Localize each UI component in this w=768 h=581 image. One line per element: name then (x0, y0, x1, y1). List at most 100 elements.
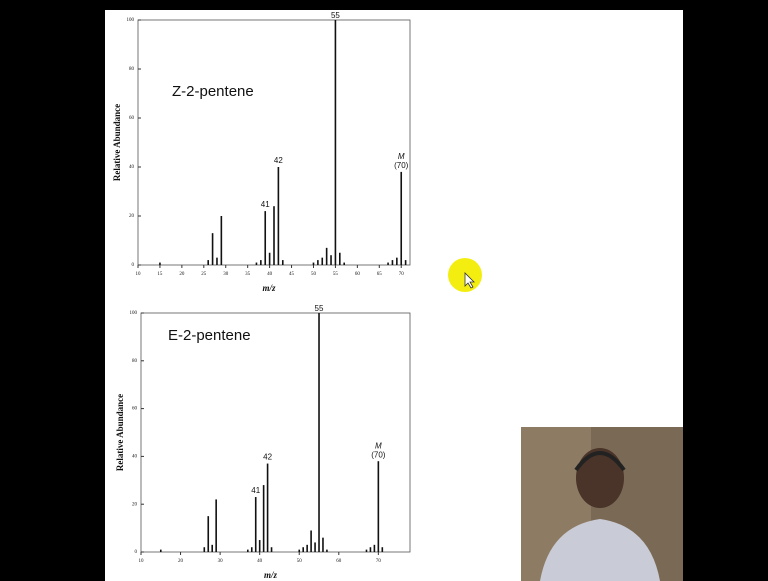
peak (270, 547, 273, 552)
peak (281, 260, 284, 265)
spectrum: 0 20 40 60 80 100 10 15 20 25 30 35 40 45 50 55 60 65 70 Z-… (112, 11, 411, 293)
x-tick-label: 30 (223, 272, 229, 277)
peak (302, 547, 304, 552)
y-axis-label: Relative Abundance (115, 394, 125, 471)
peak (277, 167, 280, 265)
peak (298, 549, 301, 552)
peak (317, 260, 319, 265)
peak (326, 549, 328, 552)
peak (339, 252, 341, 265)
peak (391, 260, 394, 265)
x-tick-label: 50 (297, 559, 303, 564)
y-tick-label: 60 (132, 407, 138, 412)
peak (334, 20, 337, 265)
peak (268, 252, 271, 265)
peak (312, 262, 315, 265)
x-tick-label: 40 (267, 272, 273, 277)
x-tick-label: 50 (311, 272, 317, 277)
cursor (464, 272, 475, 289)
peak (314, 542, 316, 552)
x-tick-label: 25 (201, 272, 207, 277)
x-tick-label: 55 (333, 272, 339, 277)
peak-annotation: M (398, 152, 405, 161)
peak (381, 547, 384, 552)
peak (211, 233, 214, 265)
x-tick-label: 70 (376, 559, 382, 564)
x-tick-label: 15 (157, 272, 163, 277)
peak (264, 211, 267, 265)
peak (318, 313, 320, 552)
peak-annotation: 55 (315, 304, 324, 313)
y-tick-label: 100 (127, 18, 135, 23)
headphones (574, 451, 626, 472)
x-tick-label: 10 (139, 559, 145, 564)
x-tick-label: 35 (245, 272, 251, 277)
peak (262, 485, 265, 552)
peak (396, 257, 398, 265)
peak-annotation: (70) (371, 450, 386, 459)
peak-annotation: M (375, 441, 382, 450)
y-axis-label: Relative Abundance (112, 104, 122, 181)
peak (254, 497, 257, 552)
y-tick-label: 0 (132, 263, 135, 268)
x-tick-label: 65 (377, 272, 383, 277)
spectrum: 0 20 40 60 80 100 10 20 30 40 50 60 70 E-2-pentene m/z… (115, 304, 411, 580)
peak (255, 262, 258, 265)
peak (159, 549, 162, 552)
peak (322, 537, 324, 552)
peak-annotation: 41 (261, 200, 270, 209)
webcam (521, 427, 683, 581)
peak (216, 257, 218, 265)
peak-annotation: 55 (331, 11, 340, 20)
peak (373, 544, 376, 552)
peak (211, 544, 214, 552)
x-axis-label: m/z (262, 283, 276, 293)
peak (260, 260, 262, 265)
peak (343, 262, 345, 265)
person-shirt (540, 519, 660, 581)
peak (215, 499, 217, 552)
peak (258, 540, 261, 552)
peak (203, 547, 206, 552)
peak (247, 549, 249, 552)
peak (325, 247, 328, 265)
x-tick-label: 20 (179, 272, 185, 277)
x-axis-label: m/z (264, 570, 278, 580)
x-tick-label: 30 (218, 559, 224, 564)
peak (266, 463, 269, 552)
chart-title: Z-2-pentene (172, 83, 254, 100)
peak-annotation: 42 (274, 156, 283, 165)
peak (330, 255, 332, 265)
y-tick-label: 80 (129, 67, 135, 72)
x-tick-label: 60 (336, 559, 342, 564)
peak-annotation: 42 (263, 453, 272, 462)
peak (207, 260, 209, 265)
peak (404, 260, 407, 265)
peak (220, 216, 223, 265)
peak-annotation: (70) (394, 161, 409, 170)
peak (310, 530, 312, 552)
peak (306, 544, 308, 552)
peak (377, 461, 380, 552)
peak (207, 516, 210, 552)
x-tick-label: 70 (399, 272, 405, 277)
peak (273, 206, 275, 265)
x-tick-label: 40 (257, 559, 263, 564)
y-tick-label: 40 (132, 455, 138, 460)
y-tick-label: 40 (129, 165, 135, 170)
peak-annotation: 41 (251, 486, 260, 495)
peak (321, 257, 324, 265)
peak (250, 547, 253, 552)
y-tick-label: 20 (132, 502, 138, 507)
y-tick-label: 20 (129, 214, 135, 219)
peak (365, 549, 368, 552)
peak (159, 262, 161, 265)
x-tick-label: 60 (355, 272, 361, 277)
x-tick-label: 20 (178, 559, 184, 564)
y-tick-label: 100 (130, 311, 138, 316)
person-head (576, 448, 624, 508)
peak (369, 547, 372, 552)
plot-frame (140, 312, 411, 553)
